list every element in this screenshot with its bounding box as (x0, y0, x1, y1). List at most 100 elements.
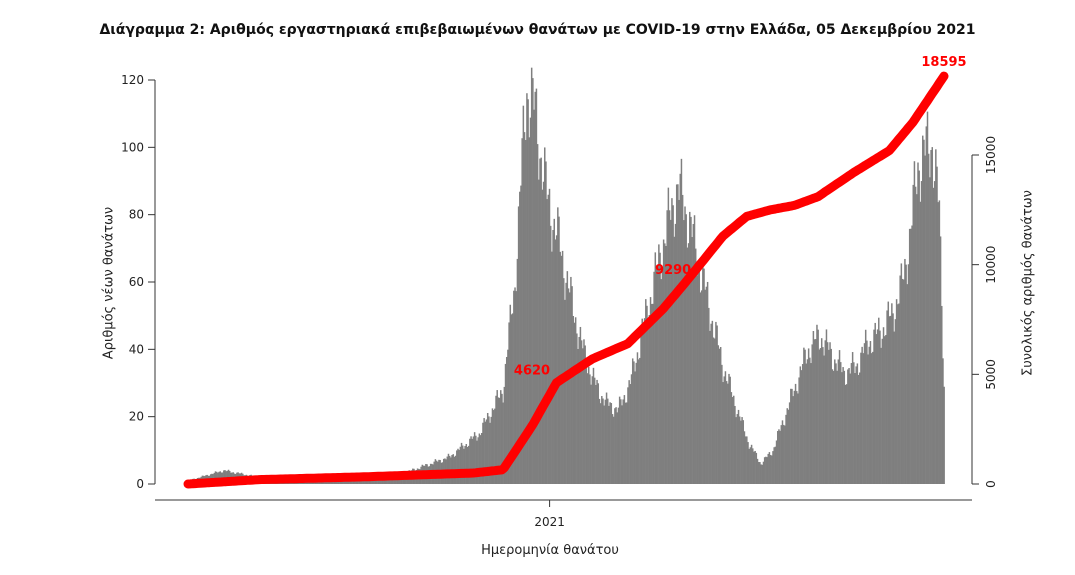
bar (820, 338, 823, 484)
bar (693, 215, 696, 484)
bar (665, 245, 667, 484)
bar (917, 162, 919, 484)
bar (621, 405, 623, 484)
bar (926, 111, 929, 485)
bar (922, 135, 924, 484)
bar (719, 347, 722, 484)
bar (816, 324, 818, 484)
bar (475, 435, 477, 484)
bar (931, 147, 934, 484)
bar (460, 442, 463, 484)
bar (853, 362, 855, 484)
bar (558, 216, 560, 485)
bar (568, 292, 571, 484)
bar (709, 330, 711, 484)
bar (620, 399, 622, 484)
bar (513, 290, 515, 484)
bar (519, 191, 521, 484)
bar (611, 414, 614, 484)
bar (799, 366, 802, 484)
bar (478, 433, 481, 484)
bar (661, 267, 664, 484)
bar (461, 445, 464, 484)
bar (515, 291, 517, 484)
bar (691, 237, 693, 484)
bar (696, 275, 698, 484)
bar (667, 187, 670, 484)
bar (830, 348, 832, 484)
bar (465, 444, 468, 484)
bar (930, 150, 932, 484)
bar (869, 341, 872, 484)
bar (623, 395, 626, 484)
bar (782, 424, 785, 484)
bar (812, 331, 815, 484)
bar (477, 437, 479, 484)
bar (544, 147, 546, 485)
bar (596, 379, 598, 484)
bar (835, 363, 837, 484)
bar (887, 301, 890, 484)
right-y-axis: 0 5000 10000 15000 (971, 136, 998, 488)
bar (860, 352, 862, 484)
bar (561, 250, 564, 484)
bar (767, 453, 769, 484)
bar (894, 319, 897, 484)
bar (806, 359, 809, 484)
bar (653, 271, 655, 484)
bar (807, 348, 810, 484)
bar (609, 402, 611, 484)
bar (473, 432, 476, 484)
bar (763, 457, 766, 484)
bar (866, 340, 868, 484)
bar (731, 397, 734, 484)
bar (641, 318, 643, 484)
bar (878, 317, 880, 484)
bar (935, 149, 937, 484)
bar (864, 329, 867, 484)
bar (542, 181, 545, 485)
bar (829, 342, 831, 484)
bar (876, 329, 879, 484)
bar (492, 410, 495, 484)
bar (775, 440, 778, 484)
bar (592, 367, 595, 484)
bar (735, 417, 737, 484)
bar (496, 390, 498, 484)
bar (692, 224, 695, 484)
bar (708, 307, 710, 484)
bar (510, 314, 513, 484)
bar (756, 458, 759, 484)
bar (679, 173, 682, 485)
bar (863, 343, 866, 484)
bar (773, 447, 775, 484)
bar (838, 350, 841, 484)
bar (817, 329, 819, 484)
bar (582, 348, 584, 484)
bar (710, 323, 712, 484)
bar (905, 264, 907, 484)
bar (601, 396, 603, 484)
bar (771, 455, 773, 484)
bar (875, 334, 878, 484)
bar (925, 126, 928, 484)
bar (554, 239, 557, 484)
bar (214, 471, 217, 484)
bar (540, 157, 542, 484)
bar (495, 395, 497, 484)
bar (836, 370, 838, 484)
bar (880, 347, 882, 484)
bar (859, 372, 861, 484)
bar (800, 370, 803, 484)
bar (813, 339, 816, 484)
bar (796, 391, 798, 484)
bar (584, 345, 586, 484)
bar (589, 374, 591, 484)
bar (923, 139, 925, 485)
bar (870, 353, 873, 484)
bar (706, 281, 709, 484)
bar (498, 397, 501, 484)
bar (723, 376, 725, 484)
bar (471, 438, 473, 484)
bar (666, 210, 668, 485)
